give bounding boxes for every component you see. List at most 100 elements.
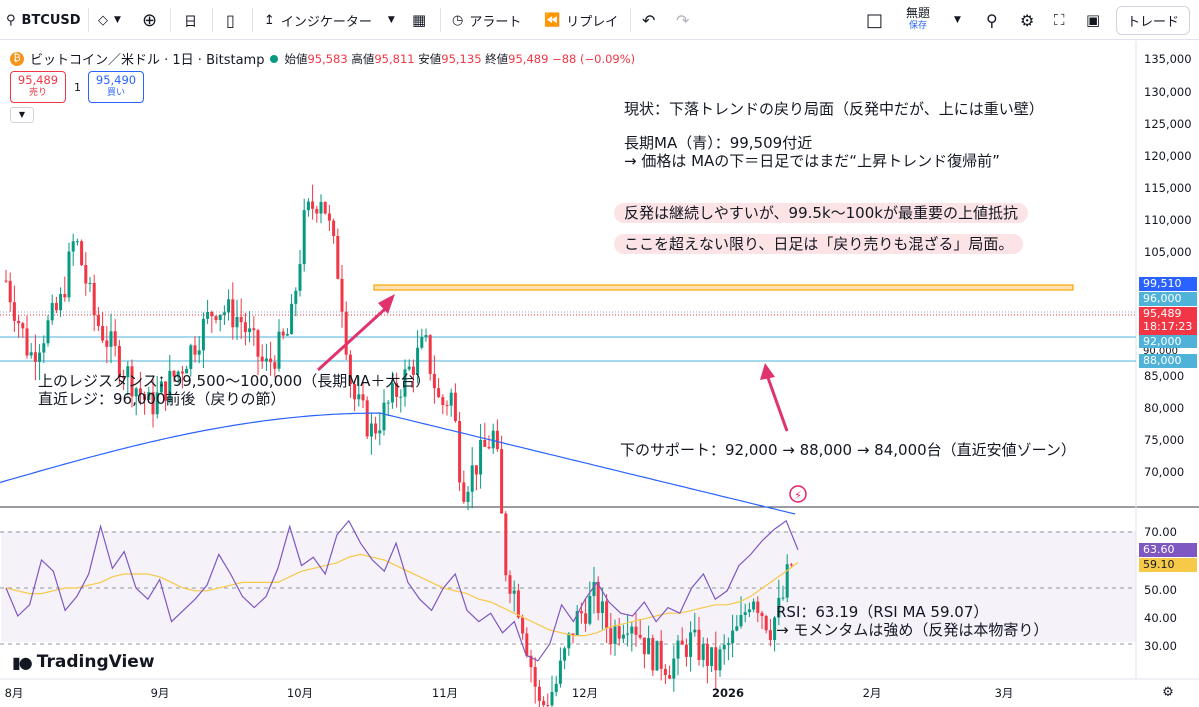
rsi-ma-value-tag: 59.10	[1139, 558, 1197, 572]
candle-body	[785, 564, 789, 598]
fullscreen-button[interactable]: ⛶	[1054, 0, 1065, 40]
candle-body	[764, 616, 768, 631]
sell-button[interactable]: 95,489 売り	[10, 71, 66, 103]
candle-body	[365, 400, 369, 437]
candle-body	[143, 394, 147, 400]
chart-canvas[interactable]: ⚡ 135,000130,000125,000120,000115,000110…	[0, 41, 1199, 707]
rsi-ma-line[interactable]	[5, 553, 799, 637]
price-axis-label: 135,000	[1144, 52, 1192, 66]
candle-body	[479, 439, 483, 475]
candle-body	[416, 347, 420, 375]
candle-body	[210, 312, 214, 317]
change-value: −88 (−0.09%)	[552, 51, 636, 66]
quick-search-button[interactable]: ⚲	[986, 0, 998, 40]
candle-body	[172, 370, 176, 377]
interval-button[interactable]: 日	[184, 14, 198, 30]
ma-note-detail[interactable]: → 価格は MAの下＝日足ではまだ“上昇トレンド復帰前”	[624, 152, 1000, 170]
candle-body	[214, 316, 218, 320]
chevron-down-icon: ▼	[954, 15, 961, 25]
tradingview-logo[interactable]: ▮● TradingView	[12, 652, 155, 672]
close-value: 95,489	[508, 51, 549, 66]
undo-button[interactable]: ↶	[642, 0, 655, 40]
candle-body	[768, 630, 772, 641]
rewind-icon: ⏪	[544, 12, 561, 28]
event-marker-icon[interactable]	[789, 485, 807, 503]
price-axis-label: 80,000	[1144, 401, 1184, 415]
hidden-90000-label: 90,000	[1139, 348, 1197, 356]
redo-button[interactable]: ↷	[676, 0, 689, 40]
buy-button[interactable]: 95,490 買い	[88, 71, 144, 103]
open-value: 95,583	[307, 51, 348, 66]
ma-note[interactable]: 長期MA（青）：99,509付近	[624, 134, 813, 152]
candle-body	[92, 282, 96, 316]
layout-toggle-button[interactable]: □	[866, 0, 883, 40]
divider	[170, 8, 171, 32]
candle-body	[495, 430, 499, 450]
resistance-note-detail[interactable]: 直近レジ：96,000前後（戻りの節）	[38, 390, 286, 408]
time-axis[interactable]: 8月 9月 10月 11月 12月 2026 2月 3月	[5, 686, 1014, 700]
candle-body	[684, 644, 688, 657]
candle-body	[38, 352, 42, 362]
trade-button[interactable]: トレード	[1116, 0, 1191, 40]
candle-body	[735, 626, 739, 631]
candle-body	[483, 439, 487, 447]
settings-button[interactable]: ⚙	[1020, 0, 1034, 40]
resistance-note[interactable]: 上のレジスタンス：99,500〜100,000（長期MA＋大台）	[38, 372, 431, 390]
support-note[interactable]: 下のサポート：92,000 → 88,000 → 84,000台（直近安値ゾーン…	[620, 441, 1076, 459]
long-ma-line[interactable]	[0, 412, 796, 515]
rsi-line[interactable]	[5, 519, 799, 662]
candle-body	[101, 326, 105, 341]
rsi-axis-label: 30.00	[1144, 639, 1177, 653]
candle-body	[134, 388, 138, 397]
candle-body	[176, 371, 180, 377]
status-note[interactable]: 現状：下落トレンドの戻り局面（反発中だが、上には重い壁）	[624, 100, 1044, 118]
candle-body	[453, 392, 457, 422]
indicators-button[interactable]: ↥ インジケーター ▼	[264, 0, 395, 40]
candle-body	[344, 311, 348, 355]
chart-type-button[interactable]: ▯	[226, 0, 235, 40]
chart-area[interactable]: ⚡ 135,000 130,000 125,000 120,000 115,000 110…	[0, 41, 1199, 707]
candle-body	[399, 396, 403, 398]
candle-body	[54, 302, 58, 311]
rsi-note[interactable]: RSI：63.19（RSI MA 59.07）	[776, 603, 989, 621]
top-toolbar: ⚲ BTCUSD ◇ ▼ ⊕ 日 ▯ ↥ インジケーター ▼ ▦ ◷ アラート …	[0, 0, 1199, 40]
time-axis-label: 2026	[712, 686, 744, 700]
snapshot-button[interactable]: ▣	[1086, 0, 1100, 40]
candle-body	[122, 377, 126, 379]
rsi-axis[interactable]: 70.00 50.00 40.00 30.00	[1144, 525, 1177, 653]
symbol-search[interactable]: ⚲ BTCUSD	[6, 0, 81, 40]
layout-name-menu[interactable]: 無題 保存	[906, 0, 930, 40]
resistance-arrowhead	[378, 294, 395, 314]
legend-collapse-button[interactable]: ▼	[10, 107, 34, 123]
candle-body	[655, 640, 659, 671]
price-axis[interactable]: 135,000 130,000 125,000 120,000 115,000 110,0…	[1144, 52, 1192, 479]
highlight-note-1[interactable]: 反発は継続しやすいが、99.5k〜100kが最重要の上値抵抗	[614, 203, 1028, 223]
compare-menu[interactable]: ◇ ▼	[98, 0, 121, 40]
candle-body	[395, 383, 399, 397]
divider	[88, 8, 89, 32]
candle-body	[168, 370, 172, 401]
candle-body	[264, 358, 268, 362]
rsi-note-detail[interactable]: → モメンタムは強め（反発は本物寄り）	[776, 621, 1049, 639]
layout-menu-chevron[interactable]: ▼	[954, 0, 961, 40]
diamond-icon: ◇	[98, 12, 108, 28]
resistance-band[interactable]	[373, 284, 1074, 291]
alert-button[interactable]: ◷ アラート	[452, 0, 521, 40]
candle-body	[302, 210, 306, 265]
candle-body	[642, 637, 646, 655]
candlestick-series[interactable]	[4, 184, 793, 707]
candle-body	[33, 352, 37, 362]
candle-body	[437, 388, 441, 398]
candle-body	[470, 465, 474, 492]
candle-body	[752, 601, 756, 610]
layouts-button[interactable]: ▦	[412, 0, 426, 40]
axis-settings-gear-icon[interactable]: ⚙	[1162, 685, 1174, 700]
highlight-note-2[interactable]: ここを超えない限り、日足は「戻り売りも混ざる」局面。	[614, 234, 1024, 254]
candle-body	[693, 629, 697, 633]
candle-body	[726, 643, 730, 645]
candle-body	[676, 640, 680, 659]
candle-body	[474, 465, 478, 475]
add-symbol-button[interactable]: ⊕	[142, 0, 157, 40]
replay-button[interactable]: ⏪ リプレイ	[544, 0, 618, 40]
alarm-clock-icon: ◷	[452, 12, 464, 28]
